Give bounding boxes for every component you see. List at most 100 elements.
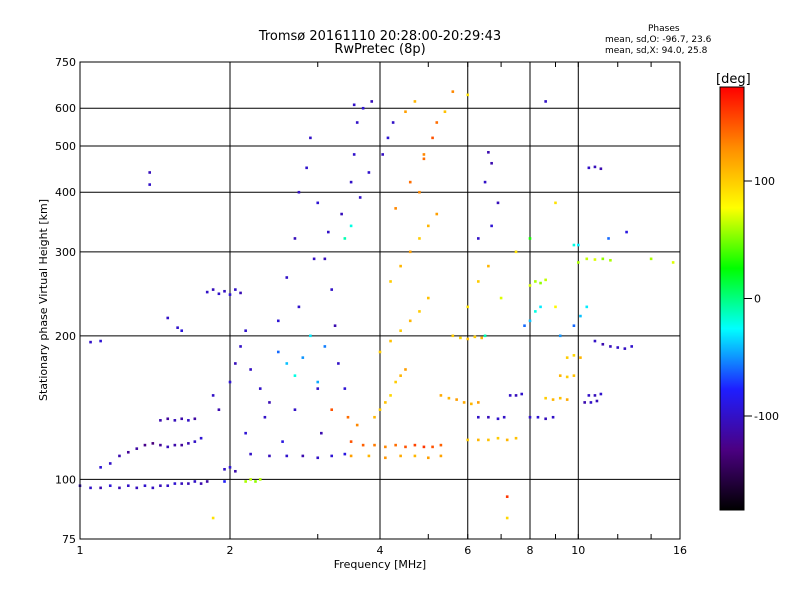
data-point bbox=[384, 445, 387, 449]
data-point bbox=[447, 396, 451, 400]
data-point bbox=[276, 350, 280, 354]
data-point bbox=[367, 454, 371, 458]
data-point bbox=[576, 261, 580, 264]
data-point bbox=[151, 486, 155, 490]
data-points bbox=[78, 90, 675, 520]
data-point bbox=[544, 417, 547, 421]
data-point bbox=[451, 90, 455, 93]
data-point bbox=[316, 456, 320, 460]
data-point bbox=[330, 288, 334, 291]
data-point bbox=[439, 443, 443, 447]
data-point bbox=[173, 419, 177, 422]
data-point bbox=[293, 374, 297, 377]
data-point bbox=[108, 462, 112, 465]
data-point bbox=[565, 375, 569, 379]
data-point bbox=[439, 394, 443, 397]
y-tick-label: 200 bbox=[55, 330, 76, 343]
data-point bbox=[418, 190, 421, 194]
data-point bbox=[99, 339, 102, 343]
data-point bbox=[394, 207, 397, 210]
data-point bbox=[187, 442, 190, 445]
data-point bbox=[343, 387, 347, 390]
data-point bbox=[558, 374, 562, 377]
data-point bbox=[579, 314, 582, 318]
data-point bbox=[595, 399, 599, 403]
data-point bbox=[477, 237, 480, 240]
data-point bbox=[118, 454, 121, 458]
data-point bbox=[451, 334, 455, 338]
data-point bbox=[514, 436, 518, 440]
data-point bbox=[399, 329, 402, 332]
data-point bbox=[480, 336, 484, 340]
data-point bbox=[297, 190, 301, 194]
data-point bbox=[254, 480, 257, 483]
data-point bbox=[443, 110, 447, 114]
data-point bbox=[205, 480, 209, 483]
data-point bbox=[394, 443, 397, 447]
data-point bbox=[323, 257, 327, 261]
data-point bbox=[520, 392, 524, 396]
data-point bbox=[244, 480, 247, 483]
data-point bbox=[327, 230, 330, 234]
data-point bbox=[558, 396, 562, 400]
data-point bbox=[258, 387, 262, 390]
data-point bbox=[487, 415, 490, 419]
chart-title: Tromsø 20161110 20:28:00-20:29:43 bbox=[258, 29, 501, 44]
data-point bbox=[159, 419, 162, 422]
data-point bbox=[355, 423, 359, 427]
data-point bbox=[408, 180, 412, 184]
data-point bbox=[487, 151, 490, 154]
data-point bbox=[483, 180, 487, 184]
data-point bbox=[466, 438, 470, 442]
data-point bbox=[565, 356, 569, 359]
x-tick-label: 6 bbox=[464, 544, 471, 557]
data-point bbox=[355, 121, 359, 124]
data-point bbox=[413, 443, 417, 447]
data-point bbox=[309, 334, 312, 338]
y-tick-label: 600 bbox=[55, 102, 76, 115]
data-point bbox=[508, 394, 512, 397]
data-point bbox=[589, 401, 593, 404]
data-point bbox=[630, 345, 634, 348]
data-point bbox=[217, 408, 221, 412]
data-point bbox=[285, 362, 289, 365]
data-point bbox=[159, 443, 162, 447]
data-point bbox=[143, 484, 147, 488]
data-point bbox=[378, 408, 382, 412]
phase-stats-heading: Phases bbox=[648, 24, 680, 34]
data-point bbox=[408, 250, 412, 254]
data-point bbox=[228, 466, 232, 469]
data-point bbox=[239, 345, 242, 348]
data-point bbox=[435, 212, 439, 216]
data-point bbox=[473, 335, 477, 339]
data-point bbox=[418, 310, 421, 313]
data-point bbox=[234, 288, 237, 291]
data-point bbox=[285, 276, 289, 279]
data-point bbox=[418, 237, 421, 240]
colorbar-ticks: -100 0 100 bbox=[744, 175, 779, 423]
data-point bbox=[223, 480, 226, 483]
data-point bbox=[593, 165, 597, 169]
x-tick-label: 8 bbox=[527, 544, 534, 557]
data-point bbox=[358, 196, 362, 199]
y-tick-label: 400 bbox=[55, 186, 76, 199]
data-point bbox=[349, 454, 353, 458]
data-point bbox=[536, 415, 540, 419]
data-point bbox=[180, 417, 184, 421]
data-point bbox=[408, 319, 412, 323]
data-point bbox=[544, 278, 547, 282]
colorbar-tick-label: 0 bbox=[754, 293, 761, 306]
x-tick-label: 1 bbox=[77, 544, 84, 557]
data-point bbox=[514, 394, 518, 397]
data-point bbox=[399, 264, 402, 268]
data-point bbox=[166, 484, 170, 488]
data-point bbox=[609, 345, 612, 348]
data-point bbox=[217, 292, 221, 296]
data-point bbox=[551, 415, 555, 419]
data-point bbox=[585, 257, 589, 261]
data-point bbox=[616, 346, 620, 349]
data-point bbox=[293, 237, 297, 240]
data-point bbox=[99, 466, 102, 469]
data-point bbox=[108, 484, 112, 488]
